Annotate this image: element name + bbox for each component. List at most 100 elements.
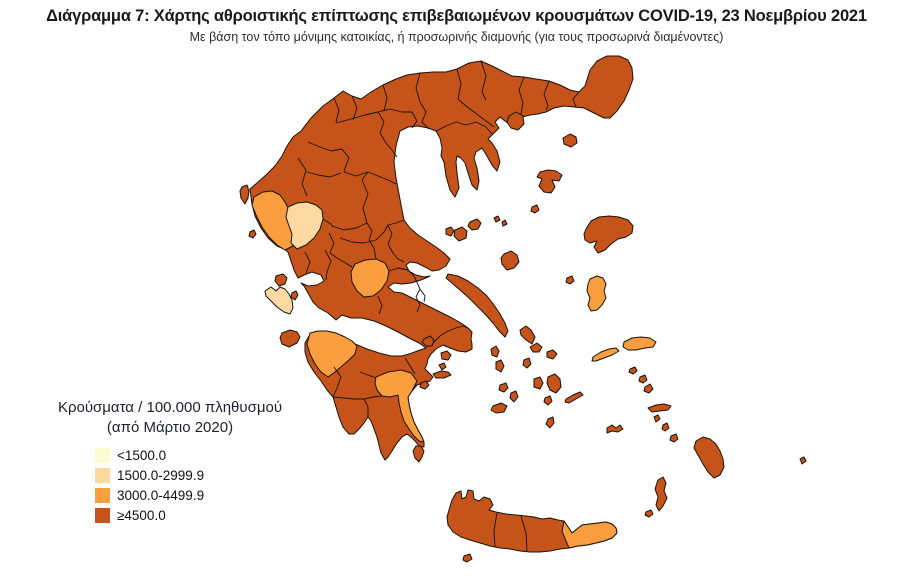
region-border-line xyxy=(361,171,369,224)
figure-title: Διάγραμμα 7: Χάρτης αθροιστικής επίπτωση… xyxy=(46,7,867,25)
region-border-line xyxy=(480,60,487,101)
region-evia xyxy=(445,273,509,338)
region-aegina xyxy=(440,350,452,361)
region-milos xyxy=(490,402,508,414)
legend-label: <1500.0 xyxy=(117,447,167,463)
region-border-line xyxy=(377,108,412,113)
region-border-line xyxy=(331,222,368,231)
legend-label: 1500.0-2999.9 xyxy=(117,467,205,483)
region-ikaria xyxy=(591,347,620,362)
legend-item: ≥4500.0 xyxy=(95,505,310,525)
region-border-line xyxy=(419,288,426,303)
region-mykonos xyxy=(546,349,558,360)
region-skopelos xyxy=(453,226,468,242)
region-border-line xyxy=(456,68,462,100)
legend-item: 3000.0-4499.9 xyxy=(95,485,310,505)
region-kea xyxy=(490,345,500,358)
region-tinos xyxy=(529,342,543,353)
legend-swatch-3 xyxy=(95,487,110,503)
region-alonissos xyxy=(467,218,482,231)
region-ios xyxy=(543,395,553,406)
region-naxos xyxy=(546,373,562,394)
region-border-line xyxy=(363,398,369,417)
legend-label: 3000.0-4499.9 xyxy=(117,487,205,503)
region-psara xyxy=(565,275,575,285)
figure-subtitle: Με βάση τον τόπο μόνιμης κατοικίας, ή πρ… xyxy=(189,30,724,44)
region-border-line xyxy=(457,98,495,128)
region-border-line xyxy=(351,95,358,121)
region-border-line xyxy=(332,366,342,398)
region-border-line xyxy=(368,239,377,260)
region-border-line xyxy=(377,111,387,144)
region-border-line xyxy=(435,121,493,135)
region-chios xyxy=(586,275,607,312)
region-serifos xyxy=(498,382,509,393)
region-kasos xyxy=(644,509,654,518)
region-leros xyxy=(638,374,648,384)
legend-label: ≥4500.0 xyxy=(117,507,166,523)
map-regions-layer xyxy=(239,55,807,563)
region-border-line xyxy=(366,222,373,241)
region-border-line xyxy=(415,72,421,103)
region-thasos xyxy=(506,111,525,131)
region-border-line xyxy=(332,395,383,400)
region-border-line xyxy=(385,142,398,158)
region-skiathos xyxy=(445,226,455,237)
region-border-line xyxy=(382,84,388,112)
region-achaia xyxy=(306,330,358,378)
region-border-line xyxy=(307,141,343,152)
region-tilos xyxy=(661,422,670,432)
region-border-line xyxy=(520,515,528,552)
region-spetses xyxy=(419,380,430,390)
region-border-line xyxy=(333,97,340,123)
region-border-line xyxy=(572,91,580,108)
region-border-line xyxy=(432,325,469,344)
region-santorini xyxy=(545,416,555,429)
region-paros xyxy=(533,376,544,390)
region-ioannina xyxy=(285,201,324,250)
region-border-line xyxy=(387,219,405,263)
legend-swatch-1 xyxy=(95,447,110,463)
region-islets-sporades xyxy=(493,215,508,227)
region-ithaki xyxy=(290,290,299,301)
region-border-line xyxy=(322,218,333,227)
region-border-line xyxy=(335,111,379,124)
region-kefalonia xyxy=(264,286,294,315)
region-border-line xyxy=(367,171,397,185)
legend-item: 1500.0-2999.9 xyxy=(95,465,310,485)
region-border-line xyxy=(411,111,418,129)
region-zakynthos xyxy=(279,329,301,348)
region-karpathos xyxy=(654,476,668,512)
region-hydra xyxy=(432,370,452,379)
region-arkadia xyxy=(374,369,425,443)
region-paxoi xyxy=(248,229,257,239)
region-astypalaia xyxy=(606,424,624,434)
region-syros xyxy=(522,357,532,369)
region-samothraki xyxy=(562,133,578,148)
region-skyros xyxy=(500,250,520,271)
region-border-line xyxy=(377,295,383,315)
region-symi xyxy=(669,433,679,443)
region-gavdos xyxy=(462,553,473,563)
region-border-line xyxy=(328,232,335,254)
region-rhodes xyxy=(693,436,725,479)
region-lefkada xyxy=(274,273,288,287)
legend-title-line2: (από Μάρτιο 2020) xyxy=(106,418,234,436)
region-lesvos xyxy=(583,215,634,254)
region-kastellorizo xyxy=(799,456,807,465)
map-legend: Κρούσματα / 100.000 πληθυσμού (από Μάρτι… xyxy=(30,398,310,525)
region-andros xyxy=(519,325,536,345)
region-border-line xyxy=(543,80,550,111)
legend-title-line1: Κρούσματα / 100.000 πληθυσμού xyxy=(57,399,283,416)
region-border-line xyxy=(419,101,430,130)
legend-swatch-4 xyxy=(95,507,110,523)
region-salamina xyxy=(421,335,435,347)
region-border-line xyxy=(306,171,342,178)
map-internal-borders xyxy=(297,60,580,552)
legend-rows: <1500.0 1500.0-2999.9 3000.0-4499.9 ≥450… xyxy=(95,445,310,525)
region-border-line xyxy=(493,512,498,548)
region-border-line xyxy=(341,148,350,173)
region-agios-efstratios xyxy=(530,204,540,214)
